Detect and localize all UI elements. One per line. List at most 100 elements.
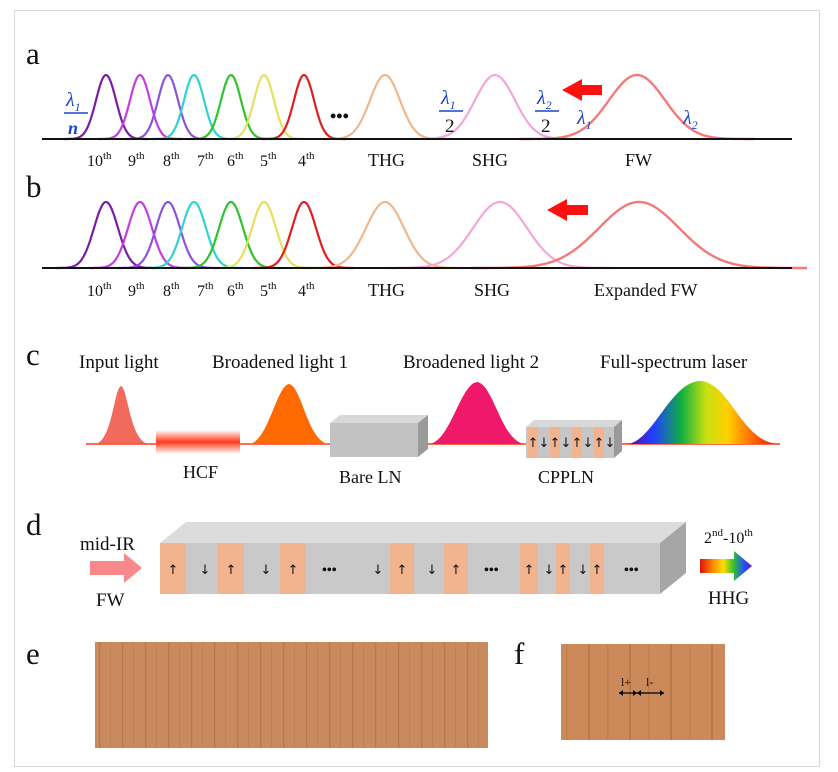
panel-b-fw-label: Expanded FW <box>594 280 697 300</box>
svg-text:n: n <box>68 118 78 138</box>
down-arrow-icon: ↓ <box>544 563 555 578</box>
down-arrow-icon: ↓ <box>539 436 550 451</box>
panel-b-order-labels: 10th 9th 8th 7th 6th 5th 4th <box>87 280 315 300</box>
order-label-9th: 9th <box>128 150 145 170</box>
harmonic-6th-curve <box>180 200 281 270</box>
panel-b-arrow-icon <box>547 199 588 221</box>
thg-curve <box>305 200 465 270</box>
panel-b-shg-label: SHG <box>474 280 510 300</box>
order-label-7th: 7th <box>197 150 214 170</box>
input-light-pulse <box>94 386 150 444</box>
harmonic-4th-curve <box>262 73 346 141</box>
up-arrow-icon: ↑ <box>550 436 561 451</box>
panel-d-label: d <box>26 507 42 542</box>
poled-domain <box>590 543 604 594</box>
harmonic-7th-curve <box>143 200 244 270</box>
expanded-fw-curve <box>471 200 807 270</box>
down-arrow-icon: ↓ <box>578 563 589 578</box>
up-arrow-icon: ↑ <box>168 563 179 578</box>
panel-a-ellipsis: ••• <box>330 106 349 126</box>
down-arrow-icon: ↓ <box>427 563 438 578</box>
panel-a-arrow-icon <box>562 79 602 101</box>
down-arrow-icon: ↓ <box>200 563 211 578</box>
lambda2-over-2: λ2 2 <box>535 87 559 137</box>
l-minus-label: l- <box>646 675 653 689</box>
poled-domain <box>160 543 186 594</box>
harmonic-8th-curve <box>117 200 218 270</box>
panel-b-spectra <box>55 200 807 270</box>
cppln-long-crystal: ↑ ↑ ↑ ↑ ↑ ↑ ↑ ↑↓ ↓ ↓ ↓ ↓ ↓••• ••• ••• <box>160 522 686 594</box>
down-arrow-icon: ↓ <box>583 436 594 451</box>
hcf-fiber <box>156 430 240 454</box>
down-arrow-icon: ↓ <box>561 436 572 451</box>
panel-b-thg-label: THG <box>368 280 405 300</box>
hhg-output-arrow-icon <box>700 551 752 581</box>
svg-text:λ2: λ2 <box>536 87 552 112</box>
order-label-10th: 10th <box>87 150 112 170</box>
harmonic-10th-curve <box>55 200 156 270</box>
shg-curve <box>411 73 579 141</box>
panel-a-shg-label: SHG <box>472 150 508 170</box>
down-arrow-icon: ↓ <box>261 563 272 578</box>
domain-width-markers: l+ l- <box>619 675 664 696</box>
panel-f-label: f <box>514 636 525 671</box>
l-plus-label: l+ <box>621 675 631 689</box>
poled-domain <box>572 427 582 458</box>
panel-a-order-labels: 10th 9th 8th 7th 6th 5th 4th <box>87 150 315 170</box>
lambda2-label: λ2 <box>682 107 698 132</box>
fw-input-arrow-icon <box>90 553 142 583</box>
microscope-image-e <box>95 642 488 748</box>
order-label-7th: 7th <box>197 280 214 300</box>
mid-ir-label: mid-IR <box>80 534 135 555</box>
fw-curve <box>519 73 755 141</box>
shg-curve <box>386 200 613 270</box>
hhg-range-label: 2nd-10th <box>704 527 753 547</box>
fw-input-label: FW <box>96 590 125 611</box>
lambda1-over-n: λ1 n <box>64 89 88 138</box>
lambda1-over-2: λ1 2 <box>439 87 463 137</box>
poled-domain <box>280 543 306 594</box>
up-arrow-icon: ↑ <box>226 563 237 578</box>
harmonic-4th-curve <box>253 200 354 270</box>
full-spectrum-laser-pulse <box>626 381 780 444</box>
microscope-image-f <box>561 644 725 740</box>
order-label-9th: 9th <box>128 280 145 300</box>
harmonic-5th-curve <box>222 73 306 141</box>
order-label-4th: 4th <box>298 280 315 300</box>
panel-a-spectra <box>64 73 755 141</box>
input-light-label: Input light <box>79 352 159 373</box>
domain-ellipsis: ••• <box>322 563 337 578</box>
poled-domain <box>218 543 244 594</box>
poled-domain <box>444 543 468 594</box>
poled-domain <box>556 543 570 594</box>
order-label-6th: 6th <box>227 280 244 300</box>
up-arrow-icon: ↑ <box>528 436 539 451</box>
lambda1-label: λ1 <box>576 107 592 132</box>
broadened-light-2-label: Broadened light 2 <box>403 352 539 373</box>
poled-domain <box>550 427 560 458</box>
bare-ln-label: Bare LN <box>339 467 401 487</box>
up-arrow-icon: ↑ <box>288 563 299 578</box>
cppln-crystal: ↑ ↓ ↑ ↓ ↑ ↓ ↑ ↓ <box>526 420 622 458</box>
harmonic-7th-curve <box>152 73 236 141</box>
up-arrow-icon: ↑ <box>524 563 535 578</box>
up-arrow-icon: ↑ <box>592 563 603 578</box>
hhg-label: HHG <box>708 588 749 609</box>
panel-a-thg-label: THG <box>368 150 405 170</box>
broadened-light-2-pulse <box>428 382 526 444</box>
domain-ellipsis: ••• <box>484 563 499 578</box>
panel-e-label: e <box>26 636 40 671</box>
domain-ellipsis: ••• <box>624 563 639 578</box>
full-spectrum-laser-label: Full-spectrum laser <box>600 352 748 373</box>
poled-domain <box>520 543 538 594</box>
panel-a-fw-label: FW <box>625 150 652 170</box>
panel-a-label: a <box>26 36 40 71</box>
poled-domain <box>594 427 604 458</box>
svg-text:λ1: λ1 <box>65 89 81 114</box>
poled-domain <box>390 543 414 594</box>
order-label-10th: 10th <box>87 280 112 300</box>
order-label-4th: 4th <box>298 150 315 170</box>
up-arrow-icon: ↑ <box>397 563 408 578</box>
bare-ln-crystal <box>330 415 428 457</box>
